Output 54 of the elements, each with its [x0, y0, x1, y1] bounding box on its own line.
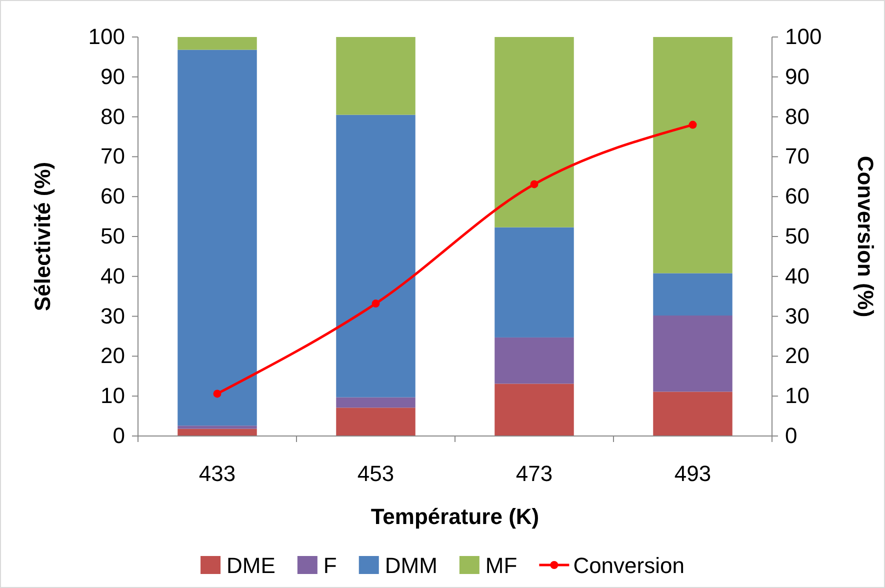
- y2-tick-label: 60: [785, 184, 810, 209]
- y2-tick-label: 90: [785, 64, 810, 89]
- legend-label: Conversion: [573, 553, 684, 578]
- legend-label: DME: [226, 553, 276, 578]
- legend-label: MF: [485, 553, 518, 578]
- y-tick-label: 60: [100, 184, 125, 209]
- y-tick-label: 70: [100, 144, 125, 169]
- x-tick-label: 453: [357, 461, 394, 486]
- y-tick-label: 90: [100, 64, 125, 89]
- x-tick-label: 493: [674, 461, 712, 486]
- y2-tick-label: 20: [785, 343, 810, 368]
- y2-tick-label: 70: [785, 144, 810, 169]
- bar: [336, 408, 416, 436]
- point: [213, 390, 222, 398]
- y-tick-label: 50: [100, 224, 125, 249]
- x-tick-label: 433: [198, 461, 236, 486]
- y2-tick-label: 50: [785, 224, 810, 249]
- bar: [178, 426, 257, 429]
- bar: [178, 50, 257, 426]
- y-tick-label: 20: [100, 343, 125, 368]
- y2-tick-label: 10: [785, 383, 810, 408]
- y2-tick-label: 0: [785, 423, 798, 448]
- bar: [653, 392, 732, 436]
- y-tick-label: 30: [100, 303, 125, 328]
- bar: [494, 337, 574, 384]
- y2-axis-title: Conversion (%): [853, 156, 878, 318]
- y2-tick-label: 80: [785, 104, 810, 129]
- bar: [653, 273, 732, 316]
- bar: [178, 428, 257, 436]
- y-axis-title: Sélectivité (%): [30, 162, 55, 312]
- bar: [494, 384, 574, 436]
- y-tick-label: 100: [88, 24, 125, 50]
- y-tick-label: 0: [112, 423, 125, 448]
- bar: [336, 397, 416, 408]
- legend-label: F: [323, 553, 337, 578]
- y-tick-label: 10: [100, 383, 125, 408]
- y-tick-label: 80: [100, 104, 125, 129]
- bar: [494, 37, 574, 228]
- legend-label: DMM: [384, 553, 438, 578]
- y2-tick-label: 30: [785, 303, 810, 328]
- bar: [494, 227, 574, 338]
- point: [688, 120, 697, 129]
- bar: [653, 316, 732, 392]
- bar: [336, 37, 416, 115]
- y2-tick-label: 40: [785, 263, 810, 288]
- bar: [336, 114, 416, 398]
- x-axis-title: Température (K): [370, 504, 540, 529]
- bar: [653, 37, 732, 274]
- bar: [178, 37, 257, 50]
- y-tick-label: 40: [100, 263, 125, 288]
- point: [372, 300, 380, 308]
- y2-tick-label: 100: [785, 24, 822, 50]
- point: [530, 180, 538, 188]
- x-tick-label: 473: [516, 461, 553, 486]
